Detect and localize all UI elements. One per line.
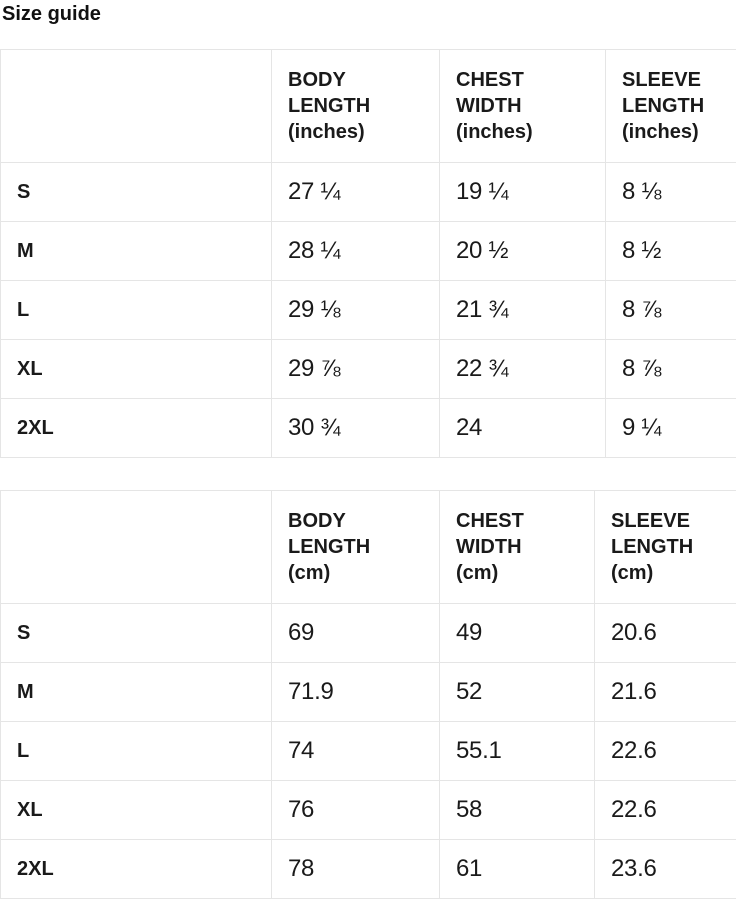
size-label-cell: 2XL [1, 399, 272, 458]
body-length-cell: 30 ¾ [272, 399, 440, 458]
sleeve-length-cell: 20.6 [595, 604, 736, 663]
body-length-cell: 29 ⅞ [272, 340, 440, 399]
sleeve-length-cell: 23.6 [595, 840, 736, 899]
size-table-inches-wrapper: BODY LENGTH (inches) CHEST WIDTH (inches… [0, 49, 736, 458]
header-label: SLEEVE LENGTH [622, 67, 704, 119]
sleeve-length-cell: 22.6 [595, 781, 736, 840]
size-label-cell: M [1, 663, 272, 722]
column-header-body-length: BODY LENGTH (inches) [272, 50, 440, 163]
size-table-cm-wrapper: BODY LENGTH (cm) CHEST WIDTH (cm) SLEEVE… [0, 490, 736, 899]
size-table-inches: BODY LENGTH (inches) CHEST WIDTH (inches… [0, 49, 736, 458]
size-label-cell: S [1, 163, 272, 222]
table-row: L 29 ⅛ 21 ¾ 8 ⅞ [1, 281, 736, 340]
column-header-chest-width: CHEST WIDTH (cm) [440, 491, 595, 604]
column-header-body-length: BODY LENGTH (cm) [272, 491, 440, 604]
size-label-cell: L [1, 722, 272, 781]
sleeve-length-cell: 22.6 [595, 722, 736, 781]
chest-width-cell: 49 [440, 604, 595, 663]
header-row: BODY LENGTH (inches) CHEST WIDTH (inches… [1, 50, 736, 163]
table-row: XL 29 ⅞ 22 ¾ 8 ⅞ [1, 340, 736, 399]
chest-width-cell: 22 ¾ [440, 340, 606, 399]
size-table-cm: BODY LENGTH (cm) CHEST WIDTH (cm) SLEEVE… [0, 490, 736, 899]
table-row: XL 76 58 22.6 [1, 781, 736, 840]
corner-cell [1, 50, 272, 163]
header-label: CHEST WIDTH [456, 67, 524, 119]
body-length-cell: 28 ¼ [272, 222, 440, 281]
chest-width-cell: 61 [440, 840, 595, 899]
table-row: 2XL 30 ¾ 24 9 ¼ [1, 399, 736, 458]
size-label-cell: S [1, 604, 272, 663]
header-unit: (inches) [622, 119, 736, 145]
header-label: BODY LENGTH [288, 67, 370, 119]
sleeve-length-cell: 8 ⅛ [606, 163, 736, 222]
sleeve-length-cell: 8 ⅞ [606, 281, 736, 340]
table-row: M 28 ¼ 20 ½ 8 ½ [1, 222, 736, 281]
chest-width-cell: 52 [440, 663, 595, 722]
header-unit: (cm) [456, 560, 578, 586]
sleeve-length-cell: 9 ¼ [606, 399, 736, 458]
body-length-cell: 74 [272, 722, 440, 781]
table-row: S 27 ¼ 19 ¼ 8 ⅛ [1, 163, 736, 222]
column-header-sleeve-length: SLEEVE LENGTH (inches) [606, 50, 736, 163]
size-label-cell: XL [1, 781, 272, 840]
body-length-cell: 76 [272, 781, 440, 840]
corner-cell [1, 491, 272, 604]
table-row: 2XL 78 61 23.6 [1, 840, 736, 899]
size-label-cell: XL [1, 340, 272, 399]
header-row: BODY LENGTH (cm) CHEST WIDTH (cm) SLEEVE… [1, 491, 736, 604]
header-label: BODY LENGTH [288, 508, 370, 560]
sleeve-length-cell: 8 ⅞ [606, 340, 736, 399]
chest-width-cell: 24 [440, 399, 606, 458]
header-unit: (inches) [456, 119, 589, 145]
body-length-cell: 78 [272, 840, 440, 899]
column-header-chest-width: CHEST WIDTH (inches) [440, 50, 606, 163]
table-row: M 71.9 52 21.6 [1, 663, 736, 722]
table-row: L 74 55.1 22.6 [1, 722, 736, 781]
table-row: S 69 49 20.6 [1, 604, 736, 663]
header-label: CHEST WIDTH [456, 508, 524, 560]
size-label-cell: L [1, 281, 272, 340]
header-unit: (cm) [611, 560, 736, 586]
header-unit: (inches) [288, 119, 423, 145]
body-length-cell: 29 ⅛ [272, 281, 440, 340]
header-label: SLEEVE LENGTH [611, 508, 693, 560]
body-length-cell: 27 ¼ [272, 163, 440, 222]
body-length-cell: 71.9 [272, 663, 440, 722]
size-label-cell: 2XL [1, 840, 272, 899]
chest-width-cell: 19 ¼ [440, 163, 606, 222]
chest-width-cell: 21 ¾ [440, 281, 606, 340]
sleeve-length-cell: 21.6 [595, 663, 736, 722]
header-unit: (cm) [288, 560, 423, 586]
size-label-cell: M [1, 222, 272, 281]
chest-width-cell: 55.1 [440, 722, 595, 781]
column-header-sleeve-length: SLEEVE LENGTH (cm) [595, 491, 736, 604]
body-length-cell: 69 [272, 604, 440, 663]
page-title: Size guide [0, 0, 736, 27]
sleeve-length-cell: 8 ½ [606, 222, 736, 281]
chest-width-cell: 58 [440, 781, 595, 840]
chest-width-cell: 20 ½ [440, 222, 606, 281]
